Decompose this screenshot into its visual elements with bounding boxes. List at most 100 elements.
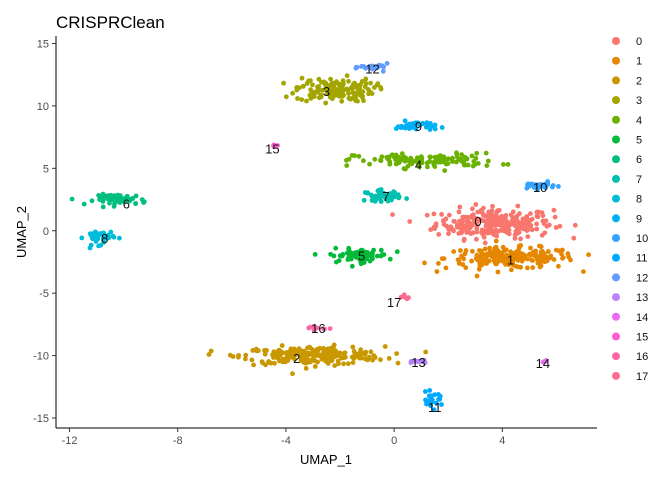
legend-swatch (612, 253, 620, 262)
legend-label: 17 (636, 371, 648, 383)
cluster-9-point (406, 122, 411, 127)
cluster-1-point (537, 261, 543, 267)
cluster-2-point (312, 351, 318, 357)
legend-label: 8 (636, 194, 642, 206)
cluster-3-point (353, 98, 358, 103)
cluster-2-point (243, 356, 248, 362)
cluster-0-point (534, 209, 540, 215)
cluster-0-point (525, 227, 531, 233)
cluster-label-3: 3 (323, 84, 330, 99)
cluster-9-point (427, 127, 433, 132)
cluster-2-point (350, 360, 356, 365)
cluster-0-point (557, 223, 563, 229)
cluster-2-point (363, 349, 369, 355)
cluster-2-point (341, 351, 347, 356)
cluster-2-point (249, 357, 255, 363)
cluster-7-point (368, 192, 374, 198)
cluster-3-point (339, 98, 345, 104)
cluster-1-point (525, 265, 530, 271)
cluster-3-point (341, 81, 346, 87)
cluster-9-point (402, 118, 408, 124)
cluster-3-point (344, 73, 350, 79)
cluster-4-points (344, 150, 511, 174)
cluster-3-point (281, 80, 286, 86)
cluster-2-point (368, 349, 374, 355)
cluster-4-point (344, 163, 350, 169)
cluster-0-point (494, 233, 500, 239)
cluster-0-point (459, 230, 464, 236)
legend-item-14: 14 (612, 312, 648, 324)
cluster-2-point (305, 359, 310, 364)
legend-item-6: 6 (612, 154, 642, 166)
cluster-8-points (79, 229, 122, 251)
cluster-1-point (527, 252, 533, 257)
cluster-0-point (466, 220, 472, 226)
cluster-2-point (262, 351, 268, 357)
cluster-17-point (405, 295, 411, 301)
cluster-6-points (69, 191, 147, 210)
cluster-2-point (267, 360, 273, 366)
cluster-4-point (483, 150, 489, 156)
cluster-11-point (432, 392, 438, 398)
cluster-4-point (356, 153, 362, 159)
cluster-5-point (381, 252, 387, 257)
legend-label: 9 (636, 213, 642, 225)
cluster-label-5: 5 (358, 249, 365, 264)
cluster-2-point (365, 357, 371, 363)
cluster-0-point (482, 240, 488, 246)
cluster-3-point (348, 96, 353, 102)
cluster-0-point (551, 207, 557, 213)
cluster-8-point (95, 236, 100, 242)
cluster-0-point (424, 212, 430, 218)
cluster-11-point (434, 400, 439, 406)
cluster-4-point (485, 158, 491, 164)
legend-swatch (612, 37, 620, 45)
cluster-0-point (504, 220, 510, 225)
cluster-4-point (446, 156, 451, 162)
cluster-0-point (515, 219, 521, 225)
cluster-0-point (456, 209, 462, 215)
cluster-4-point (367, 161, 372, 167)
cluster-0-point (441, 218, 446, 223)
cluster-1-point (458, 248, 463, 253)
cluster-0-point (473, 202, 479, 207)
cluster-0-point (523, 215, 529, 221)
legend-swatch (612, 76, 620, 85)
cluster-2-point (358, 352, 364, 357)
legend-item-11: 11 (612, 253, 647, 265)
legend-swatch (612, 234, 620, 242)
cluster-16-points (306, 324, 333, 333)
cluster-5-point (331, 253, 337, 259)
cluster-0-point (529, 227, 535, 233)
cluster-2-point (339, 355, 345, 361)
cluster-2-point (337, 350, 343, 356)
cluster-2-point (310, 355, 316, 361)
y-tick-label: 0 (43, 226, 49, 238)
cluster-3-point (328, 76, 333, 82)
legend-item-2: 2 (612, 75, 642, 87)
cluster-4-point (424, 160, 430, 166)
cluster-2-point (254, 348, 259, 354)
cluster-0-point (474, 223, 480, 229)
cluster-3-point (304, 98, 309, 104)
cluster-1-point (509, 267, 514, 273)
cluster-0-point (461, 238, 467, 243)
cluster-1-point (463, 248, 469, 253)
cluster-4-point (474, 150, 480, 156)
cluster-0-point (527, 218, 533, 223)
cluster-4-point (438, 153, 443, 159)
cluster-11-point (431, 407, 437, 413)
legend-item-9: 9 (612, 213, 642, 225)
cluster-3-point (323, 100, 329, 106)
cluster-9-point (432, 122, 438, 128)
cluster-4-point (393, 161, 399, 167)
cluster-16-point (307, 324, 313, 330)
cluster-1-point (469, 258, 474, 264)
cluster-4-point (440, 159, 446, 165)
cluster-2-point (301, 359, 306, 365)
cluster-label-11: 11 (428, 400, 442, 415)
cluster-2-point (272, 360, 277, 366)
cluster-0-point (516, 229, 522, 235)
cluster-1-point (556, 248, 562, 254)
